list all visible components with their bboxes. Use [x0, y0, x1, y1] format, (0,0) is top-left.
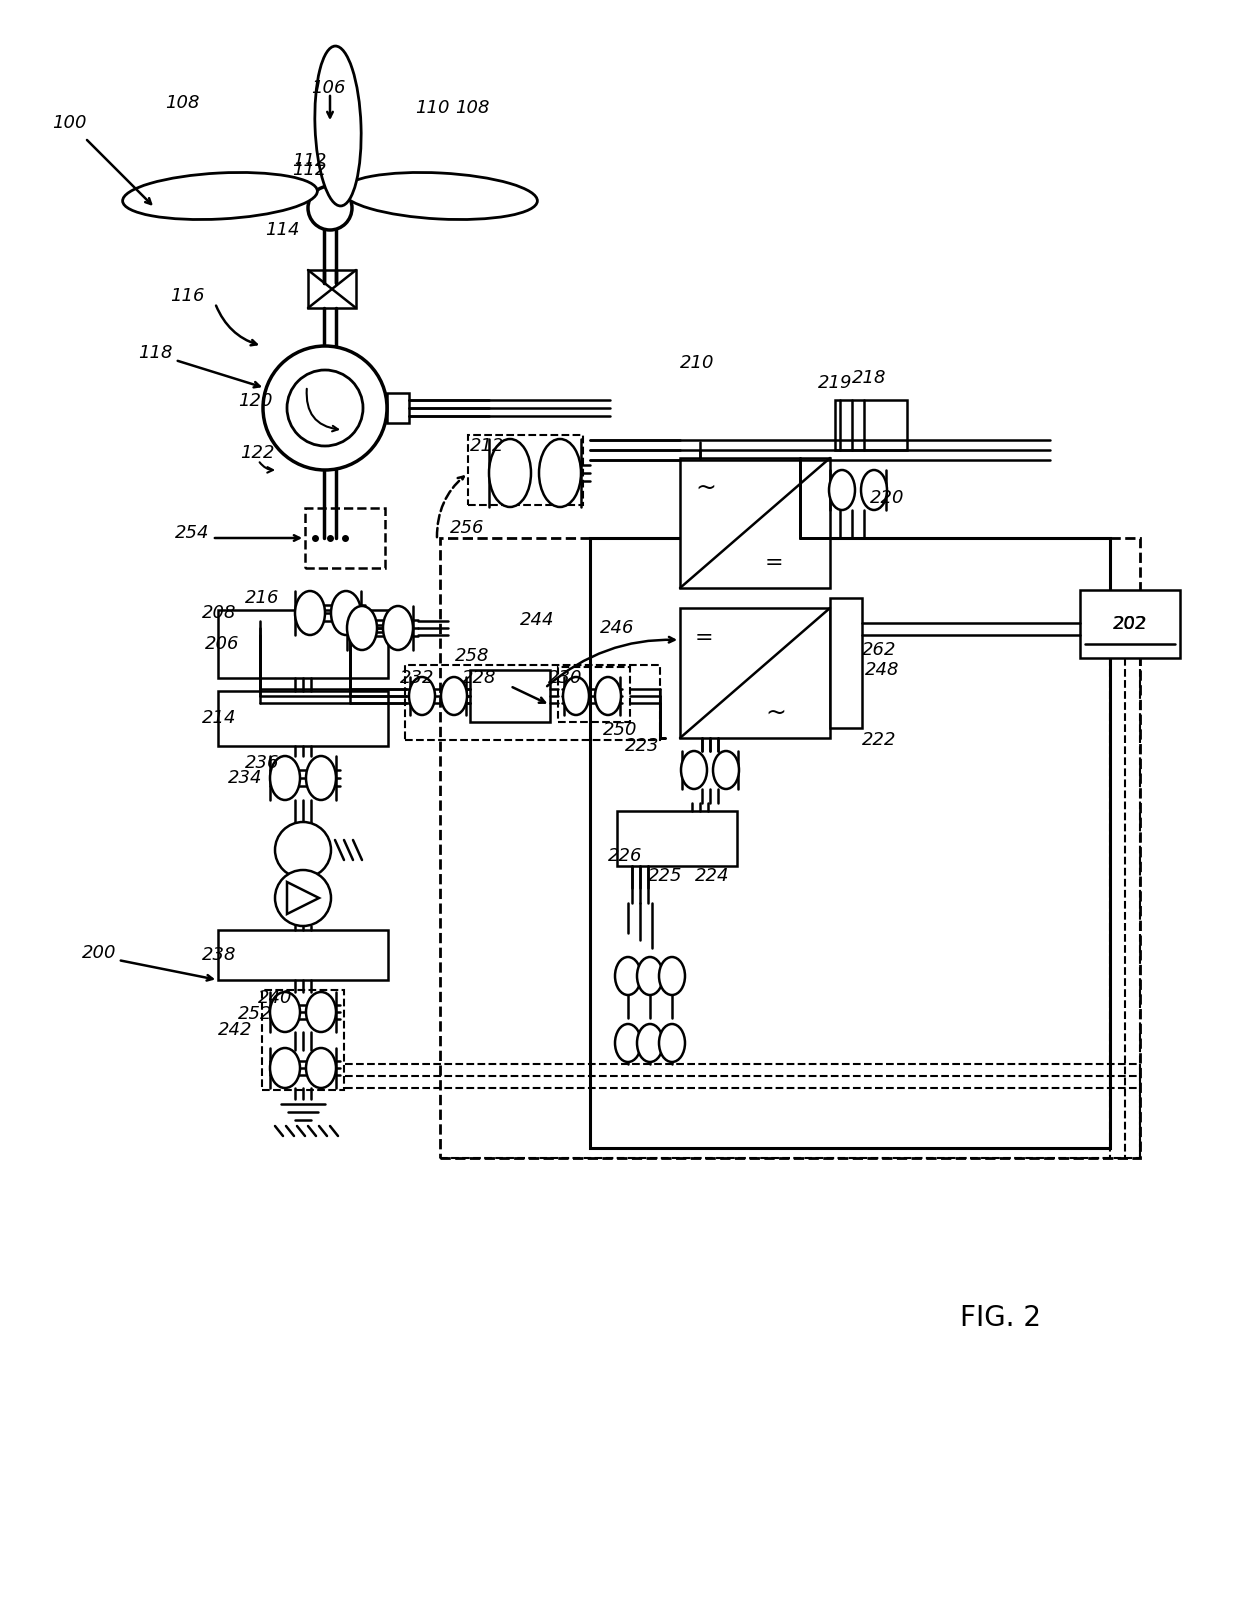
Ellipse shape — [637, 957, 663, 996]
Ellipse shape — [270, 756, 300, 801]
Text: 226: 226 — [608, 847, 642, 865]
Circle shape — [275, 821, 331, 877]
Ellipse shape — [637, 1024, 663, 1063]
Ellipse shape — [595, 678, 621, 714]
Ellipse shape — [347, 606, 377, 650]
Text: 240: 240 — [258, 989, 293, 1007]
Text: 252: 252 — [238, 1005, 273, 1023]
Ellipse shape — [270, 992, 300, 1032]
Ellipse shape — [306, 756, 336, 801]
Ellipse shape — [539, 439, 582, 507]
Text: ~: ~ — [765, 702, 786, 725]
FancyBboxPatch shape — [830, 598, 862, 729]
FancyBboxPatch shape — [308, 270, 356, 308]
Text: 223: 223 — [625, 737, 660, 754]
Text: 110: 110 — [415, 99, 449, 117]
Text: 114: 114 — [265, 221, 300, 240]
Text: =: = — [694, 628, 714, 649]
Text: FIG. 2: FIG. 2 — [960, 1304, 1042, 1333]
Text: 200: 200 — [82, 944, 117, 962]
Text: 116: 116 — [170, 288, 205, 305]
Text: 234: 234 — [228, 769, 263, 786]
Text: 120: 120 — [238, 392, 273, 411]
Ellipse shape — [383, 606, 413, 650]
Circle shape — [286, 371, 363, 446]
Circle shape — [308, 185, 352, 230]
Ellipse shape — [331, 591, 361, 634]
Text: 242: 242 — [218, 1021, 253, 1039]
Ellipse shape — [306, 1048, 336, 1088]
Text: 108: 108 — [455, 99, 490, 117]
Text: 108: 108 — [165, 94, 200, 112]
Text: 118: 118 — [138, 344, 172, 363]
Text: 236: 236 — [246, 754, 279, 772]
FancyBboxPatch shape — [218, 690, 388, 746]
FancyBboxPatch shape — [680, 607, 830, 738]
Text: 122: 122 — [241, 444, 274, 462]
Text: 206: 206 — [205, 634, 239, 654]
FancyBboxPatch shape — [680, 459, 830, 588]
Text: 220: 220 — [870, 489, 904, 507]
Text: 222: 222 — [862, 730, 897, 749]
Text: 210: 210 — [680, 355, 714, 372]
Text: 208: 208 — [202, 604, 237, 622]
Ellipse shape — [658, 957, 684, 996]
Text: 246: 246 — [600, 618, 635, 638]
Ellipse shape — [563, 678, 589, 714]
Ellipse shape — [123, 173, 317, 219]
Text: 232: 232 — [401, 670, 434, 687]
Text: 250: 250 — [603, 721, 637, 738]
Ellipse shape — [615, 1024, 641, 1063]
FancyBboxPatch shape — [470, 670, 551, 722]
FancyBboxPatch shape — [835, 400, 906, 451]
Text: 218: 218 — [852, 369, 887, 387]
Text: 248: 248 — [866, 662, 899, 679]
Text: 212: 212 — [470, 436, 505, 455]
Ellipse shape — [441, 678, 467, 714]
Text: =: = — [765, 553, 784, 574]
Circle shape — [263, 347, 387, 470]
Text: 244: 244 — [520, 610, 554, 630]
Ellipse shape — [342, 173, 537, 219]
Ellipse shape — [658, 1024, 684, 1063]
Ellipse shape — [681, 751, 707, 789]
Text: 214: 214 — [202, 710, 237, 727]
FancyBboxPatch shape — [387, 393, 409, 423]
Text: 230: 230 — [548, 670, 583, 687]
Text: 238: 238 — [202, 946, 237, 964]
Text: 216: 216 — [246, 590, 279, 607]
Text: 100: 100 — [52, 113, 87, 133]
Ellipse shape — [830, 470, 856, 510]
FancyBboxPatch shape — [590, 539, 1110, 1147]
Text: 258: 258 — [455, 647, 490, 665]
Ellipse shape — [713, 751, 739, 789]
FancyBboxPatch shape — [218, 610, 388, 678]
Text: 202: 202 — [1112, 615, 1147, 633]
FancyBboxPatch shape — [1080, 590, 1180, 658]
Text: 225: 225 — [649, 868, 682, 885]
Text: 254: 254 — [175, 524, 210, 542]
Ellipse shape — [306, 992, 336, 1032]
Text: ~: ~ — [694, 476, 715, 500]
Text: 224: 224 — [694, 868, 729, 885]
Text: 228: 228 — [463, 670, 496, 687]
Ellipse shape — [861, 470, 887, 510]
Text: 112: 112 — [291, 152, 326, 169]
Ellipse shape — [315, 46, 361, 206]
Circle shape — [275, 869, 331, 925]
Ellipse shape — [270, 1048, 300, 1088]
Ellipse shape — [489, 439, 531, 507]
Ellipse shape — [295, 591, 325, 634]
FancyBboxPatch shape — [618, 812, 737, 866]
Text: 112: 112 — [291, 161, 326, 179]
Text: 262: 262 — [862, 641, 897, 658]
FancyBboxPatch shape — [218, 930, 388, 980]
Text: 106: 106 — [311, 78, 345, 97]
Ellipse shape — [615, 957, 641, 996]
Ellipse shape — [409, 678, 435, 714]
Text: 256: 256 — [450, 519, 485, 537]
Text: 202: 202 — [1112, 615, 1147, 633]
Text: 219: 219 — [818, 374, 853, 392]
